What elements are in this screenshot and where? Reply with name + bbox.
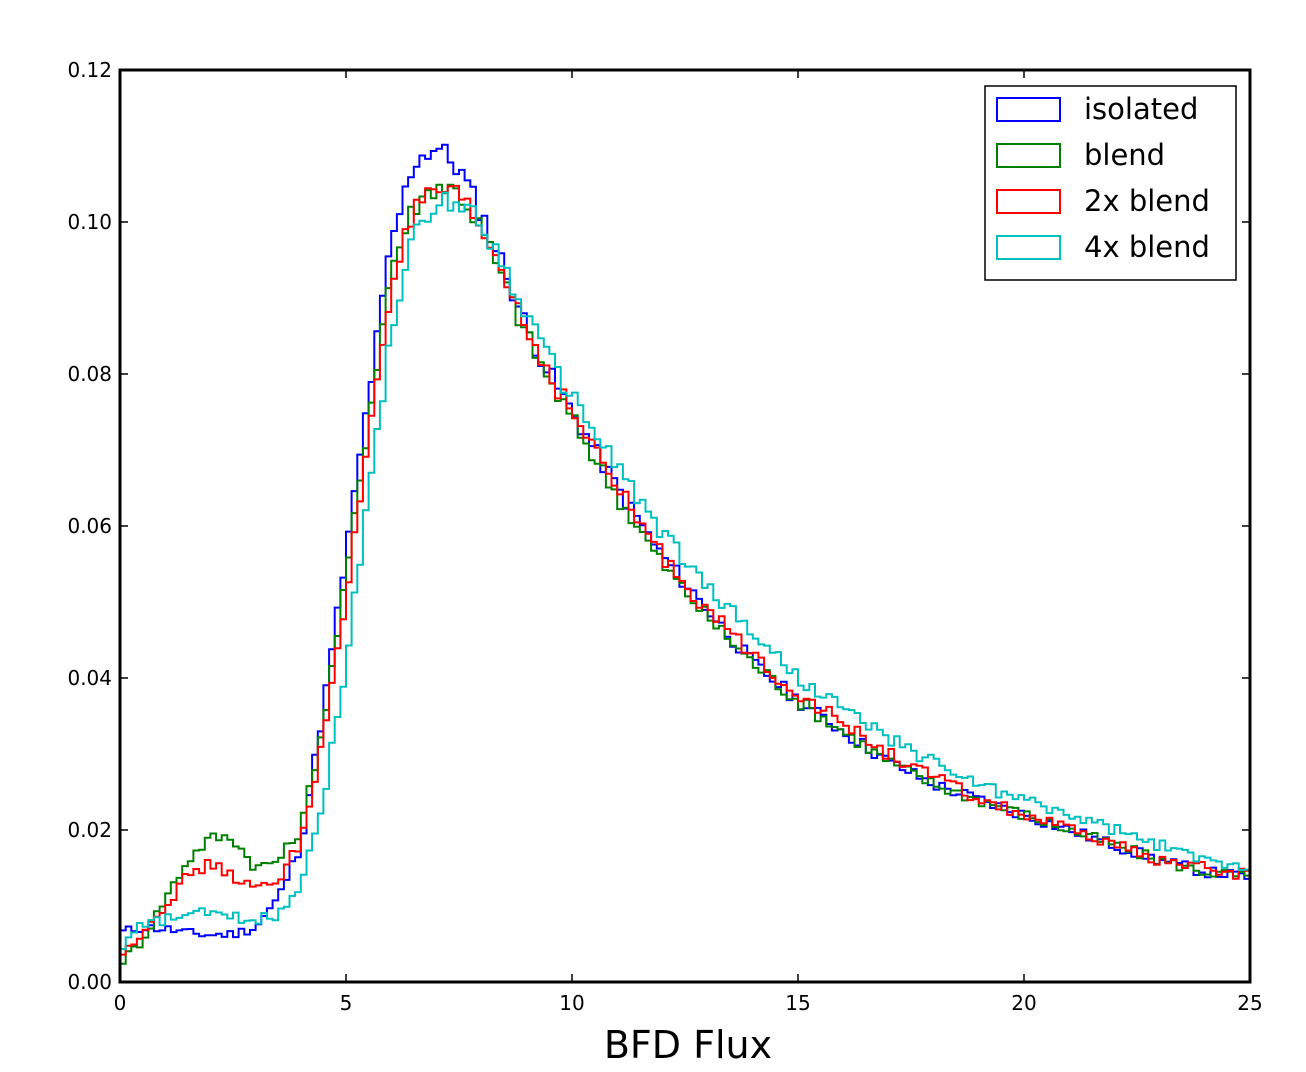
x-tick-label: 5 [340, 991, 353, 1015]
legend-label-2x-blend: 2x blend [1084, 184, 1210, 218]
x-tick-label: 10 [559, 991, 584, 1015]
x-tick-label: 15 [785, 991, 810, 1015]
series-line-4x-blend [119, 191, 1250, 982]
y-tick-label: 0.10 [67, 210, 112, 234]
y-tick-label: 0.12 [67, 58, 112, 82]
legend-swatch-isolated [996, 97, 1061, 122]
x-tick-label: 25 [1237, 991, 1262, 1015]
y-tick-label: 0.06 [67, 514, 112, 538]
series-line-blend [119, 183, 1250, 982]
legend-label-4x-blend: 4x blend [1084, 230, 1210, 264]
legend: isolated blend 2x blend 4x blend [984, 85, 1237, 281]
legend-label-isolated: isolated [1084, 92, 1198, 126]
y-tick-label: 0.00 [67, 970, 112, 994]
series-line-2x-blend [119, 184, 1250, 982]
y-axis: 0.00 0.02 0.04 0.06 0.08 0.10 0.12 [67, 58, 1250, 994]
y-tick-label: 0.02 [67, 818, 112, 842]
legend-swatch-blend [996, 143, 1061, 168]
legend-label-blend: blend [1084, 138, 1165, 172]
x-axis-title: BFD Flux [604, 1023, 772, 1067]
legend-box [984, 85, 1237, 281]
y-tick-label: 0.04 [67, 666, 112, 690]
legend-swatch-2x-blend [996, 189, 1061, 214]
legend-swatch-4x-blend [996, 235, 1061, 260]
plot-series [119, 143, 1250, 982]
x-axis: 0 5 10 15 20 25 [114, 70, 1263, 1015]
x-tick-label: 20 [1011, 991, 1036, 1015]
y-tick-label: 0.08 [67, 362, 112, 386]
x-tick-label: 0 [114, 991, 127, 1015]
